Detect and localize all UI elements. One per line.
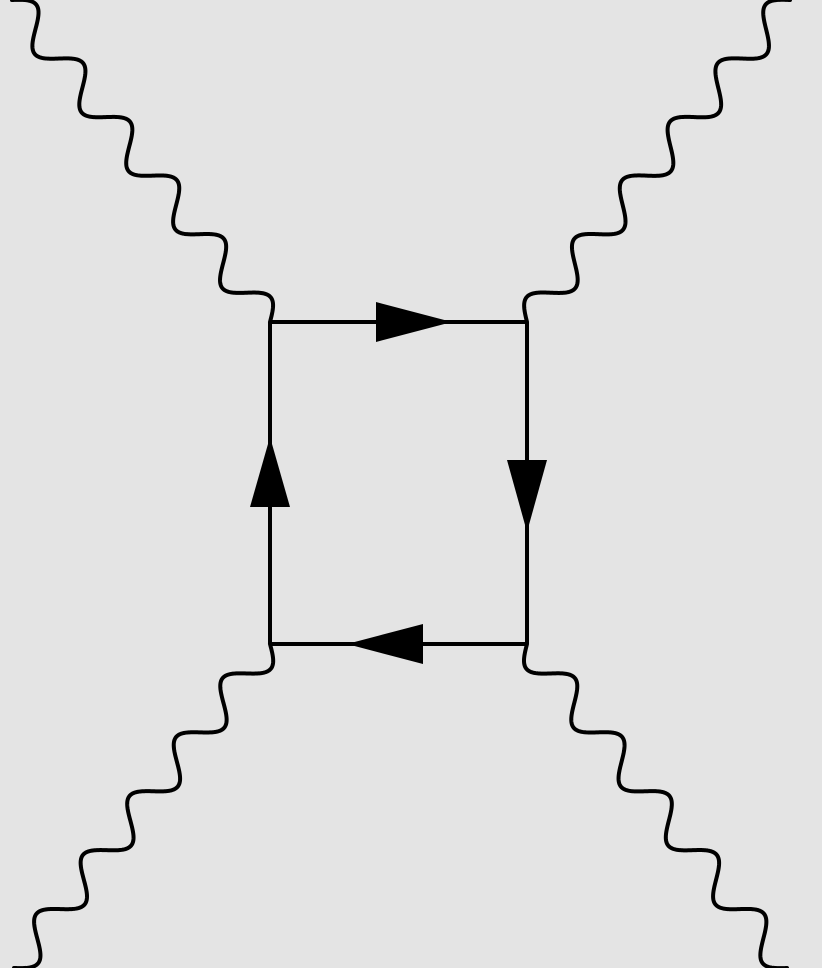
arrow-left-icon	[347, 624, 423, 664]
photon-line-top-left	[10, 0, 276, 324]
arrow-up-icon	[250, 437, 290, 507]
photon-line-bottom-left	[12, 642, 276, 968]
photon-line-bottom-right	[521, 642, 789, 968]
photon-line-top-right	[522, 0, 792, 324]
arrow-right-icon	[376, 302, 452, 342]
arrow-down-icon	[507, 460, 547, 532]
